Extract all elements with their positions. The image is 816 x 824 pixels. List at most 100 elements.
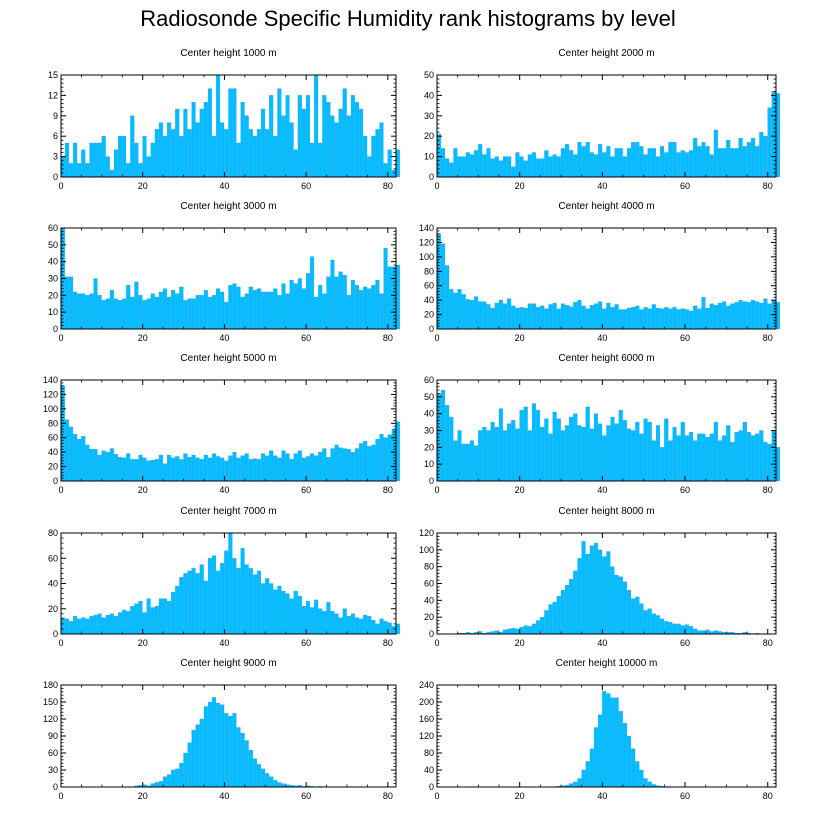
histogram-bar [383,437,388,482]
histogram-bar [635,761,640,788]
histogram-bar [183,752,188,788]
histogram-bar [627,307,632,330]
y-tick-label: 30 [424,426,434,436]
histogram-bar [158,122,163,178]
histogram-bar [622,420,627,482]
histogram-panel: Center height 2000 m 0 20 40 60 80 0 10 20 30 40 50 [424,48,780,191]
histogram-bar [639,433,644,482]
histogram-bar [126,163,131,178]
histogram-bar [207,457,212,482]
histogram-bar [767,443,772,482]
histogram-bar [560,303,565,330]
histogram-bar [461,443,466,482]
histogram-bar [207,88,212,178]
y-tick-label: 140 [419,223,434,233]
histogram-bar [771,91,776,178]
histogram-bar [701,630,706,635]
histogram-bar [722,148,727,178]
histogram-bar [602,308,607,330]
histogram-bar [651,440,656,482]
histogram-bar [338,447,343,482]
histogram-bar [334,122,339,178]
histogram-bar [350,451,355,482]
histogram-bar [60,156,65,178]
histogram-bar [693,138,698,178]
x-tick-label: 20 [138,333,148,343]
histogram-bar [449,289,454,330]
histogram-bar [138,295,143,330]
histogram-bar [713,630,718,635]
x-tick-label: 0 [58,181,63,191]
histogram-bar [627,428,632,482]
histogram-bar [142,136,147,178]
histogram-bar [614,423,619,482]
histogram-bar [64,142,69,178]
histogram-bar [639,603,644,635]
histogram-bar [606,425,611,482]
histogram-bar [577,299,582,330]
y-tick-label: 3 [53,152,58,162]
histogram-bar [660,447,665,482]
x-tick-label: 80 [383,181,393,191]
histogram-bar [269,95,274,178]
histogram-bar [179,763,184,788]
histogram-bar [689,150,694,178]
histogram-bar [162,463,167,482]
histogram-bar [301,606,306,635]
histogram-bar [228,716,233,788]
histogram-bar [581,146,586,178]
histogram-bar [277,88,282,178]
y-tick-label: 80 [48,418,58,428]
histogram-bar [387,266,392,330]
histogram-bar [183,300,188,330]
histogram-bar [293,453,298,482]
histogram-bar [363,441,368,482]
histogram-bar [212,697,217,788]
histogram-bar [660,146,665,178]
histogram-bar [519,627,524,635]
histogram-bar [269,291,274,330]
histogram-bar [738,430,743,482]
x-tick-label: 20 [515,791,525,801]
histogram-bar [453,440,458,482]
histogram-bar [643,307,648,330]
histogram-bar [560,148,565,178]
histogram-bar [519,410,524,482]
histogram-panel: Center height 4000 m 0 20 40 60 80 0 20 40 60 80 10… [419,201,780,343]
histogram-bar [269,450,274,482]
y-tick-label: 160 [419,714,434,724]
histogram-bar [134,603,139,635]
histogram-bar [297,95,302,178]
histogram-bar [593,542,598,635]
histogram-bar [256,570,261,635]
histogram-bar [265,578,270,635]
histogram-bar [305,95,310,178]
histogram-bar [342,608,347,635]
histogram-bar [146,298,151,330]
histogram-bar [498,160,503,178]
histogram-bar [273,589,278,635]
histogram-bar [326,602,331,635]
histogram-bar [581,305,586,330]
histogram-bar [738,138,743,178]
histogram-bar [697,146,702,178]
histogram-bar [565,305,570,330]
histogram-bar [232,88,237,178]
histogram-bar [643,154,648,178]
histogram-bar [589,428,594,482]
histogram-bar [175,768,180,788]
histogram-bar [717,148,722,178]
histogram-bar [109,170,114,178]
histogram-bar [195,122,200,178]
histogram-bar [540,426,545,482]
plot-frame [60,379,397,482]
histogram-bar [199,718,204,788]
histogram-bar [639,309,644,330]
histogram-bar [371,444,376,482]
histogram-bar [379,122,384,178]
histogram-bar [478,301,483,330]
histogram-bar [334,444,339,482]
histogram-bar [713,129,718,178]
histogram-bar [154,296,159,330]
histogram-bar [622,156,627,178]
